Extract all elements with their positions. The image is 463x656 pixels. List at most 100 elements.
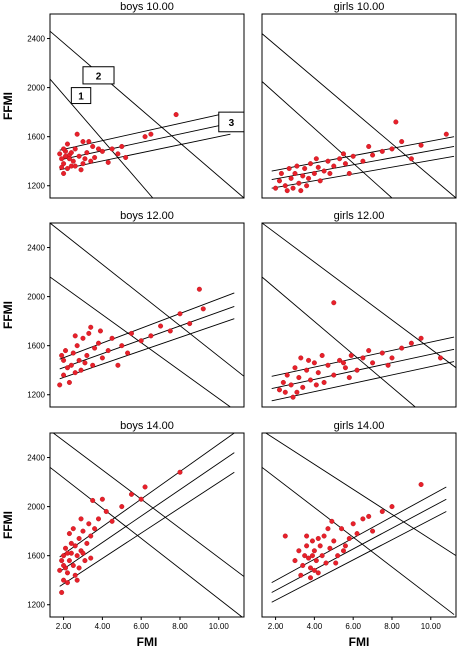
data-point	[331, 372, 337, 378]
data-point	[80, 139, 86, 145]
data-point	[360, 158, 366, 164]
data-point	[325, 526, 331, 532]
regression-line	[59, 318, 235, 380]
panel-5: boys 14.00 1200 1600 2000 2400 2.00 4.00 6.00 8.…	[1, 420, 245, 649]
data-point	[63, 545, 69, 551]
data-point	[308, 565, 314, 571]
y-tick-label: 2400	[27, 35, 45, 44]
data-point	[385, 362, 391, 368]
data-point	[399, 139, 405, 145]
data-point	[317, 178, 323, 184]
data-point	[88, 533, 94, 539]
data-point	[63, 348, 69, 354]
data-point	[302, 166, 308, 172]
data-point	[308, 575, 314, 581]
data-point	[84, 352, 90, 358]
data-point	[298, 572, 304, 578]
x-axis-label: FMI	[349, 635, 370, 649]
data-point	[311, 170, 317, 176]
panel-title: girls 10.00	[334, 1, 385, 13]
data-point	[72, 370, 78, 376]
panel-6: girls 14.00 2.00 4.00 6.00 8.00 10.00 FMI	[261, 420, 457, 649]
data-point	[329, 518, 335, 524]
data-point	[105, 348, 111, 354]
data-point	[313, 558, 319, 564]
data-point	[61, 562, 67, 568]
regression-line	[59, 452, 235, 572]
y-axis-label: FFMI	[1, 301, 15, 329]
panel-title: girls 12.00	[334, 210, 385, 222]
data-point	[84, 150, 90, 156]
data-point	[288, 175, 294, 181]
x-tick-label: 10.00	[421, 622, 442, 631]
callout-box	[218, 111, 245, 133]
regression-line	[59, 305, 235, 370]
y-tick-label: 2000	[27, 503, 45, 512]
regression-line	[271, 361, 455, 402]
data-point	[70, 350, 76, 356]
data-point	[68, 362, 74, 368]
data-point	[350, 153, 356, 159]
data-point	[333, 560, 339, 566]
data-point	[323, 560, 329, 566]
data-point	[317, 543, 323, 549]
data-point	[280, 379, 286, 385]
data-point	[119, 143, 125, 149]
data-point	[319, 553, 325, 559]
data-point	[340, 360, 346, 366]
x-tick-label: 2.00	[56, 622, 72, 631]
reference-line	[50, 78, 154, 198]
data-point	[66, 156, 72, 162]
data-point	[389, 504, 395, 510]
data-point	[296, 548, 302, 554]
data-point	[177, 469, 183, 475]
data-point	[399, 345, 405, 351]
data-point	[92, 526, 98, 532]
data-point	[296, 375, 302, 381]
callout-box	[70, 87, 92, 105]
data-point	[66, 558, 72, 564]
data-point	[84, 540, 90, 546]
data-point	[304, 183, 310, 189]
data-point	[282, 183, 288, 189]
callout-label: 3	[229, 118, 235, 129]
data-point	[78, 516, 84, 522]
data-point	[290, 185, 296, 191]
data-point	[337, 357, 343, 363]
data-point	[443, 131, 449, 137]
y-tick-label: 1200	[27, 391, 45, 400]
panel-1: boys 10.00 1200 1600 2000 2400 FFMI 1 2 3	[1, 1, 245, 199]
regression-line	[59, 133, 231, 171]
data-point	[273, 185, 279, 191]
data-point	[319, 352, 325, 358]
data-point	[342, 543, 348, 549]
data-point	[125, 350, 131, 356]
data-point	[294, 389, 300, 395]
data-point	[70, 158, 76, 164]
data-point	[148, 131, 154, 137]
panel-2: girls 10.00	[261, 1, 457, 199]
data-point	[311, 567, 317, 573]
data-point	[315, 570, 321, 576]
x-tick-label: 4.00	[95, 622, 111, 631]
data-point	[76, 565, 82, 571]
data-point	[70, 562, 76, 568]
x-tick-label: 8.00	[384, 622, 400, 631]
data-point	[292, 170, 298, 176]
y-tick-label: 2400	[27, 454, 45, 463]
reference-line	[52, 433, 244, 577]
data-point	[309, 553, 315, 559]
data-point	[300, 562, 306, 568]
regression-line	[271, 348, 455, 390]
data-point	[370, 360, 376, 366]
data-point	[360, 355, 366, 361]
data-point	[370, 152, 376, 158]
data-point	[92, 345, 98, 351]
data-point	[57, 382, 63, 388]
data-point	[61, 146, 67, 152]
regression-line	[59, 292, 235, 360]
data-point	[123, 155, 129, 161]
y-axis-label: FFMI	[1, 92, 15, 120]
data-point	[348, 352, 354, 358]
